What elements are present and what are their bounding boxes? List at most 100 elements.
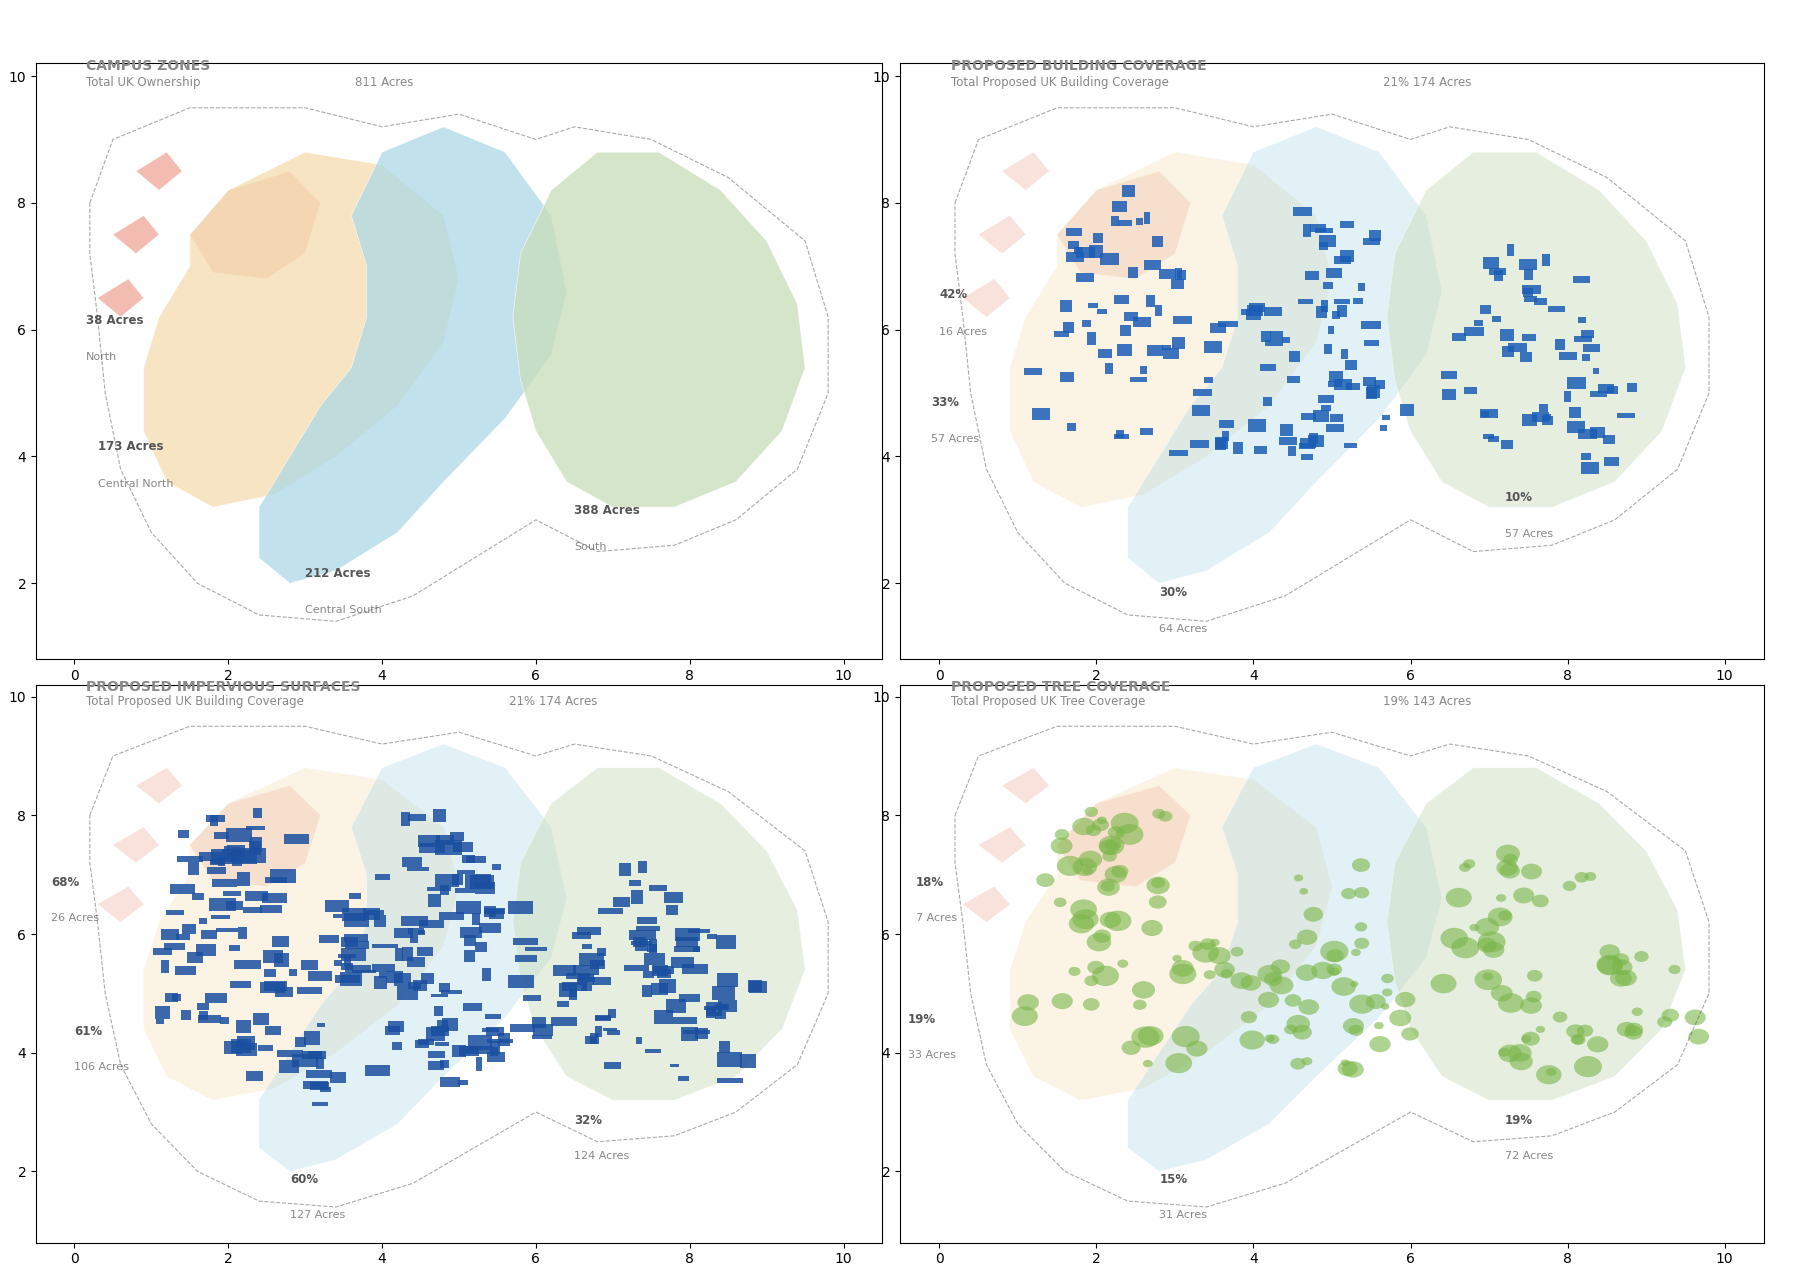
Bar — [455, 902, 481, 913]
Circle shape — [1085, 806, 1098, 817]
Bar — [270, 869, 295, 883]
Circle shape — [1395, 992, 1415, 1007]
Bar — [436, 836, 454, 844]
Circle shape — [1102, 851, 1116, 862]
Circle shape — [1613, 954, 1629, 966]
Circle shape — [1510, 1052, 1534, 1070]
Bar — [166, 993, 178, 1002]
Bar — [349, 894, 362, 899]
Bar — [259, 983, 284, 993]
Bar — [1168, 450, 1188, 455]
Bar — [428, 1051, 445, 1058]
Circle shape — [1483, 973, 1494, 980]
Bar — [1328, 382, 1343, 387]
Bar — [1177, 270, 1186, 280]
Circle shape — [1084, 975, 1098, 987]
Bar — [1309, 435, 1325, 448]
Circle shape — [1341, 888, 1355, 899]
Bar — [576, 927, 601, 936]
Bar — [315, 1058, 324, 1069]
Bar — [1368, 385, 1381, 398]
Bar — [706, 1007, 716, 1018]
Polygon shape — [1057, 786, 1190, 886]
Bar — [394, 947, 403, 961]
Circle shape — [1350, 981, 1359, 987]
Bar — [1300, 437, 1316, 448]
Bar — [1247, 306, 1262, 316]
Circle shape — [1051, 838, 1073, 855]
Bar — [389, 1021, 403, 1032]
Circle shape — [1352, 858, 1370, 872]
Bar — [419, 921, 445, 928]
Bar — [490, 1047, 499, 1056]
Bar — [1334, 256, 1350, 264]
Bar — [275, 988, 293, 998]
Circle shape — [1532, 895, 1548, 908]
Bar — [1156, 306, 1161, 316]
Bar — [1105, 363, 1112, 374]
Bar — [421, 973, 434, 984]
Bar — [344, 965, 371, 971]
Bar — [1240, 308, 1251, 314]
Circle shape — [1138, 1026, 1163, 1046]
Circle shape — [1669, 965, 1681, 974]
Bar — [427, 886, 450, 891]
Polygon shape — [113, 216, 158, 254]
Bar — [1082, 321, 1091, 327]
Bar — [1139, 366, 1147, 374]
Bar — [1215, 437, 1226, 450]
Bar — [1573, 276, 1589, 283]
Bar — [1159, 269, 1177, 279]
Bar — [254, 1013, 268, 1025]
Circle shape — [1631, 1008, 1643, 1016]
Bar — [1523, 333, 1537, 341]
Circle shape — [1381, 974, 1393, 983]
Bar — [1147, 345, 1163, 356]
Circle shape — [1100, 839, 1120, 855]
Bar — [457, 1080, 468, 1085]
Bar — [1523, 297, 1537, 302]
Text: 21% 174 Acres: 21% 174 Acres — [1382, 76, 1471, 89]
Circle shape — [1658, 1016, 1672, 1027]
Text: 127 Acres: 127 Acres — [290, 1210, 346, 1220]
Bar — [1089, 246, 1103, 257]
Text: 38 Acres: 38 Acres — [86, 313, 144, 327]
Bar — [164, 942, 185, 950]
Bar — [272, 936, 290, 947]
Bar — [1319, 235, 1336, 247]
Bar — [695, 1027, 707, 1040]
Circle shape — [1370, 1036, 1391, 1052]
Text: 10%: 10% — [1505, 491, 1534, 505]
Circle shape — [1118, 960, 1129, 967]
Bar — [1152, 236, 1163, 247]
Bar — [747, 980, 761, 992]
Circle shape — [1215, 962, 1235, 978]
Bar — [1264, 307, 1282, 316]
Bar — [558, 1002, 569, 1007]
Bar — [1192, 404, 1210, 416]
Bar — [1523, 285, 1541, 294]
Text: 60%: 60% — [290, 1173, 319, 1187]
Circle shape — [1514, 888, 1534, 903]
Bar — [191, 893, 203, 900]
Circle shape — [1267, 1035, 1280, 1044]
Polygon shape — [979, 216, 1026, 254]
Bar — [432, 809, 446, 822]
Polygon shape — [144, 768, 459, 1101]
Circle shape — [1503, 853, 1517, 865]
Bar — [1334, 298, 1350, 304]
Circle shape — [1499, 864, 1519, 879]
Bar — [1532, 412, 1548, 422]
Bar — [1145, 260, 1161, 270]
Bar — [304, 1031, 320, 1045]
Bar — [1543, 416, 1553, 425]
Bar — [200, 1011, 209, 1021]
Bar — [263, 950, 283, 962]
Bar — [704, 1006, 727, 1011]
Bar — [1582, 344, 1600, 353]
Bar — [1289, 446, 1296, 456]
Bar — [1501, 440, 1514, 449]
Bar — [1204, 341, 1222, 353]
Bar — [1130, 377, 1147, 383]
Bar — [1337, 304, 1346, 317]
